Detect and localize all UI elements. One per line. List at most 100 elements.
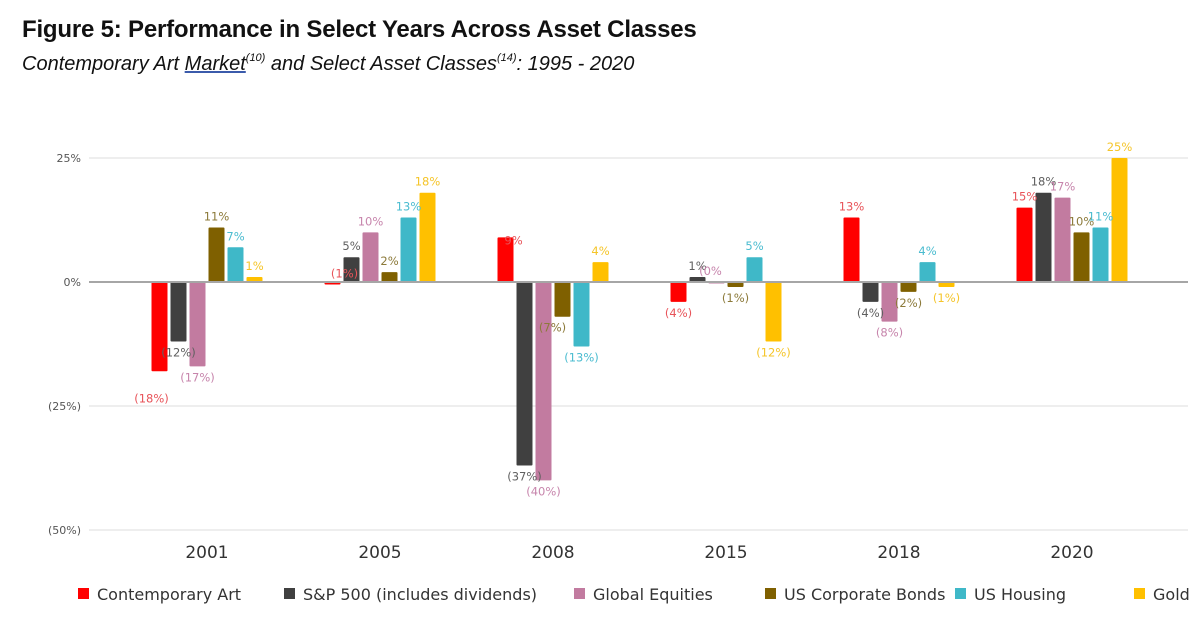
data-label: (12%) xyxy=(161,346,196,360)
x-tick-label: 2008 xyxy=(531,543,574,563)
data-label: (40%) xyxy=(526,484,561,498)
data-label: 4% xyxy=(591,244,609,258)
bar-gold-2008 xyxy=(592,262,609,282)
bar-us-corporate-bonds-2020 xyxy=(1073,232,1090,282)
bar-global-equities-2005 xyxy=(362,232,379,282)
bar-us-housing-2008 xyxy=(573,282,590,347)
legend-swatch xyxy=(78,588,89,599)
data-label: (4%) xyxy=(665,306,692,320)
data-label: 9% xyxy=(504,233,522,247)
bar-us-housing-2018 xyxy=(919,262,936,282)
y-tick-label: 25% xyxy=(57,152,81,165)
bar-global-equities-2020 xyxy=(1054,197,1071,282)
subtitle-text-3: : 1995 - 2020 xyxy=(516,53,635,75)
data-label: 4% xyxy=(918,244,936,258)
data-label: 25% xyxy=(1107,140,1133,154)
bar-contemporary-art-2015 xyxy=(670,282,687,302)
subtitle-text-2: and Select Asset Classes xyxy=(265,53,497,75)
x-axis-ticks: 2001 2005 2008 2015 2018 2020 xyxy=(185,543,1093,563)
data-label: 15% xyxy=(1012,190,1038,204)
legend-label: S&P 500 (includes dividends) xyxy=(303,585,537,604)
bar-us-housing-2005 xyxy=(400,217,417,282)
data-label: (12%) xyxy=(756,346,791,360)
footnote-ref-10: (10) xyxy=(245,52,266,64)
legend-label: Gold xyxy=(1153,585,1190,604)
bar-us-corporate-bonds-2005 xyxy=(381,272,398,282)
data-label: 2% xyxy=(380,254,398,268)
data-label: 18% xyxy=(415,175,441,189)
legend-swatch xyxy=(574,588,585,599)
bar-us-corporate-bonds-2001 xyxy=(208,227,225,282)
y-axis-ticks: 25% 0% (25%) (50%) xyxy=(48,152,81,537)
bar-us-corporate-bonds-2015 xyxy=(727,282,744,287)
bar-s-p-500-includes-dividends--2008 xyxy=(516,282,533,466)
data-label: 13% xyxy=(839,200,865,214)
data-label: (0% xyxy=(699,264,722,278)
y-tick-label: 0% xyxy=(64,276,81,289)
y-tick-label: (25%) xyxy=(48,400,81,413)
subtitle-market-link[interactable]: Market xyxy=(184,53,246,75)
bar-s-p-500-includes-dividends--2020 xyxy=(1035,192,1052,282)
subtitle-text-1: Contemporary Art xyxy=(22,53,185,75)
y-tick-label: (50%) xyxy=(48,524,81,537)
data-label: 5% xyxy=(342,239,360,253)
data-label: (8%) xyxy=(876,326,903,340)
legend-swatch xyxy=(1134,588,1145,599)
x-tick-label: 2015 xyxy=(704,543,747,563)
bar-us-housing-2015 xyxy=(746,257,763,282)
bar-contemporary-art-2008 xyxy=(497,237,514,282)
x-tick-label: 2005 xyxy=(358,543,401,563)
bar-s-p-500-includes-dividends--2001 xyxy=(170,282,187,342)
data-label: 11% xyxy=(1088,209,1114,223)
data-label: (1%) xyxy=(933,291,960,305)
x-tick-label: 2001 xyxy=(185,543,228,563)
legend-item: S&P 500 (includes dividends) xyxy=(284,585,537,604)
bar-contemporary-art-2020 xyxy=(1016,207,1033,282)
bar-us-housing-2020 xyxy=(1092,227,1109,282)
data-label: 17% xyxy=(1050,180,1076,194)
bar-us-housing-2001 xyxy=(227,247,244,282)
bar-global-equities-2001 xyxy=(189,282,206,367)
legend-item: Global Equities xyxy=(574,585,713,604)
bar-gold-2015 xyxy=(765,282,782,342)
data-label: 10% xyxy=(358,214,384,228)
data-label: (7%) xyxy=(539,321,566,335)
bar-gold-2020 xyxy=(1111,158,1128,282)
legend-label: US Housing xyxy=(974,585,1066,604)
legend-label: Contemporary Art xyxy=(97,585,241,604)
chart-subtitle: Contemporary Art Market(10) and Select A… xyxy=(22,52,634,76)
legend-swatch xyxy=(955,588,966,599)
data-label: (17%) xyxy=(180,370,215,384)
x-tick-label: 2020 xyxy=(1050,543,1093,563)
bar-s-p-500-includes-dividends--2015 xyxy=(689,277,706,282)
bars xyxy=(151,158,1128,481)
bar-us-corporate-bonds-2018 xyxy=(900,282,917,292)
chart-title: Figure 5: Performance in Select Years Ac… xyxy=(22,16,697,43)
legend-item: US Corporate Bonds xyxy=(765,585,945,604)
bar-global-equities-2018 xyxy=(881,282,898,322)
data-label: 10% xyxy=(1069,214,1095,228)
bar-gold-2005 xyxy=(419,192,436,282)
legend-swatch xyxy=(284,588,295,599)
bar-gold-2001 xyxy=(246,277,263,282)
data-label: 1% xyxy=(688,259,706,273)
gridlines xyxy=(89,157,1188,531)
bar-us-corporate-bonds-2008 xyxy=(554,282,571,317)
data-label: 13% xyxy=(396,200,422,214)
data-label: (13%) xyxy=(564,350,599,364)
legend-item: Contemporary Art xyxy=(78,585,241,604)
data-label: 11% xyxy=(204,209,230,223)
legend-swatch xyxy=(765,588,776,599)
legend-item: Gold xyxy=(1134,585,1190,604)
data-label: 7% xyxy=(226,229,244,243)
data-label: (37%) xyxy=(507,470,542,484)
legend: Contemporary Art S&P 500 (includes divide… xyxy=(78,585,1190,604)
data-label: 5% xyxy=(745,239,763,253)
data-label: 18% xyxy=(1031,175,1057,189)
data-label: (4%) xyxy=(857,306,884,320)
legend-label: Global Equities xyxy=(593,585,713,604)
bar-contemporary-art-2001 xyxy=(151,282,168,372)
bar-s-p-500-includes-dividends--2005 xyxy=(343,257,360,282)
data-label: (2%) xyxy=(895,296,922,310)
